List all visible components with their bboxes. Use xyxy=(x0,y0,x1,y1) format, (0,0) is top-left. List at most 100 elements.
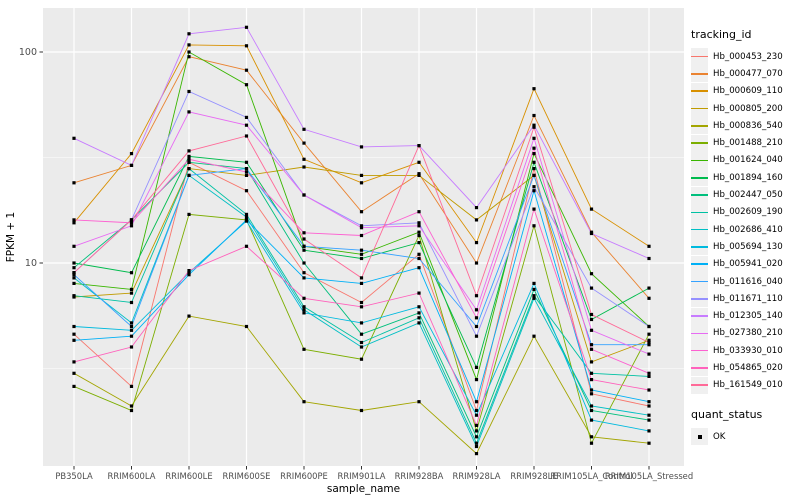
legend-key-box xyxy=(691,238,708,256)
data-point xyxy=(647,418,651,422)
legend-label: Hb_001624_040 xyxy=(713,155,783,166)
data-point xyxy=(647,256,651,261)
data-point xyxy=(417,252,421,256)
data-point xyxy=(417,266,421,270)
legend-title-quant-status: quant_status xyxy=(691,407,763,421)
legend-label: Hb_011671_110 xyxy=(713,293,783,304)
legend-item-Hb_002447_050: Hb_002447_050 xyxy=(691,186,799,204)
legend-label: Hb_001894_160 xyxy=(713,172,783,183)
data-point xyxy=(532,146,536,150)
legend-item-Hb_000453_230: Hb_000453_230 xyxy=(691,48,799,66)
data-point xyxy=(532,334,536,338)
data-point xyxy=(129,287,134,291)
data-point xyxy=(647,413,651,417)
minor-gridlines xyxy=(43,157,684,369)
legend-label: Hb_033930_010 xyxy=(713,345,783,356)
data-point xyxy=(647,324,651,329)
data-point xyxy=(647,286,651,290)
data-point xyxy=(359,300,364,305)
data-point xyxy=(72,332,76,336)
legend-item-Hb_001894_160: Hb_001894_160 xyxy=(691,169,799,187)
data-point xyxy=(647,340,651,345)
data-point xyxy=(417,144,421,148)
data-point xyxy=(359,252,364,256)
legend-key-box xyxy=(691,65,708,83)
data-point xyxy=(647,244,651,248)
legend-key-box xyxy=(691,186,708,204)
data-point xyxy=(187,157,191,161)
legend-line-swatch-icon xyxy=(691,298,708,300)
data-point xyxy=(589,392,594,396)
legend-key-box xyxy=(691,100,708,118)
data-point xyxy=(647,441,651,445)
legend-line-swatch-icon xyxy=(691,176,708,179)
legend-key-box xyxy=(691,428,708,446)
legend-item-Hb_054865_020: Hb_054865_020 xyxy=(691,359,799,377)
legend-key-box xyxy=(691,359,708,377)
data-point xyxy=(417,321,421,325)
data-point xyxy=(359,210,364,214)
x-axis-title: sample_name xyxy=(327,483,400,495)
data-point xyxy=(647,404,651,408)
legend-line-swatch-icon xyxy=(691,349,708,352)
legend-key-box xyxy=(691,324,708,342)
data-point xyxy=(302,308,306,312)
legend-item-Hb_011671_110: Hb_011671_110 xyxy=(691,290,799,308)
legend-label: Hb_000477_070 xyxy=(713,68,783,79)
data-point xyxy=(647,338,651,342)
data-point xyxy=(532,224,536,228)
data-point xyxy=(244,244,249,248)
data-point xyxy=(72,338,76,342)
data-point xyxy=(244,218,249,222)
data-point xyxy=(129,328,134,332)
data-point xyxy=(474,441,479,445)
data-point xyxy=(72,271,76,275)
data-point xyxy=(244,25,249,29)
legend-key-box xyxy=(691,134,708,152)
data-point xyxy=(129,345,134,349)
data-point xyxy=(187,110,191,114)
legend-line-swatch-icon xyxy=(691,90,708,93)
data-point xyxy=(187,55,191,59)
legend-item-Hb_000477_070: Hb_000477_070 xyxy=(691,65,799,83)
data-point xyxy=(589,207,594,211)
x-tick-label-RRIM901LA: RRIM901LA xyxy=(338,471,386,481)
data-point xyxy=(647,400,651,404)
data-point xyxy=(187,167,191,171)
x-tick-label-RRIM105LA_Control: RRIM105LA_Control xyxy=(550,471,632,481)
x-tick-label-RRIM928BA: RRIM928BA xyxy=(395,471,444,481)
data-point xyxy=(417,233,421,238)
data-point xyxy=(187,269,191,273)
data-point xyxy=(647,374,651,378)
legend-label: Hb_000836_540 xyxy=(713,120,783,131)
legend-label: Hb_027380_210 xyxy=(713,328,783,339)
data-point xyxy=(129,271,134,275)
data-point xyxy=(589,418,594,422)
data-point xyxy=(302,311,306,315)
data-point xyxy=(359,233,364,238)
data-point xyxy=(417,291,421,295)
black-square-marker-icon xyxy=(697,434,702,439)
data-point xyxy=(474,294,479,298)
x-tick-label-RRIM600PE: RRIM600PE xyxy=(280,471,328,481)
data-point xyxy=(532,160,536,164)
data-point xyxy=(474,334,479,338)
data-point xyxy=(72,266,76,270)
legend-item-Hb_005941_020: Hb_005941_020 xyxy=(691,255,799,273)
data-point xyxy=(129,221,134,225)
data-point xyxy=(474,423,479,427)
data-point xyxy=(72,294,76,298)
legend-item-Hb_005694_130: Hb_005694_130 xyxy=(691,238,799,256)
data-point xyxy=(187,154,191,158)
legend-item-Hb_033930_010: Hb_033930_010 xyxy=(691,342,799,360)
legend-line-swatch-icon xyxy=(691,246,708,248)
legend-key-box xyxy=(691,48,708,66)
data-point xyxy=(417,400,421,404)
data-point xyxy=(532,152,536,156)
legend-line-swatch-icon xyxy=(691,142,708,144)
axis-ticks xyxy=(39,51,650,470)
data-point xyxy=(72,281,76,285)
legend-item-Hb_011616_040: Hb_011616_040 xyxy=(691,273,799,290)
data-point xyxy=(474,444,479,449)
